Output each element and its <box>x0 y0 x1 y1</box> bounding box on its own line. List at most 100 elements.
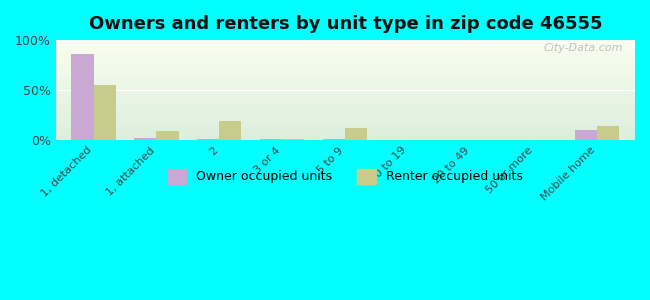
Bar <box>56 0 635 97</box>
Bar <box>56 26 635 126</box>
Bar <box>56 9 635 109</box>
Bar <box>56 8 635 108</box>
Bar <box>56 0 635 49</box>
Bar <box>135 138 157 140</box>
Bar <box>56 28 635 128</box>
Bar <box>56 0 635 80</box>
Bar <box>56 0 635 70</box>
Bar <box>72 54 94 140</box>
Bar <box>56 0 635 81</box>
Bar <box>56 0 635 60</box>
Bar <box>56 0 635 52</box>
Bar <box>56 4 635 104</box>
Bar <box>56 0 635 46</box>
Bar <box>56 0 635 82</box>
Bar <box>56 0 635 74</box>
Bar <box>56 25 635 125</box>
Bar <box>56 0 635 58</box>
Bar <box>56 3 635 103</box>
Bar <box>345 128 367 140</box>
Bar <box>56 0 635 64</box>
Bar <box>56 0 635 57</box>
Bar <box>220 121 242 140</box>
Bar <box>56 38 635 138</box>
Bar <box>56 0 635 88</box>
Bar <box>56 0 635 84</box>
Bar <box>56 0 635 86</box>
Bar <box>56 0 635 68</box>
Bar <box>56 21 635 121</box>
Bar <box>56 0 635 42</box>
Bar <box>56 0 635 41</box>
Bar <box>56 0 635 93</box>
Bar <box>198 139 220 140</box>
Bar <box>56 0 635 65</box>
Bar <box>56 1 635 101</box>
Bar <box>56 7 635 107</box>
Bar <box>56 40 635 140</box>
Bar <box>597 126 619 140</box>
Bar <box>575 130 597 140</box>
Bar <box>56 0 635 72</box>
Bar <box>56 0 635 79</box>
Bar <box>56 6 635 106</box>
Bar <box>157 131 179 140</box>
Bar <box>56 0 635 47</box>
Bar <box>261 139 282 140</box>
Bar <box>56 39 635 139</box>
Text: City-Data.com: City-Data.com <box>544 43 623 53</box>
Bar <box>56 0 635 62</box>
Bar <box>56 34 635 134</box>
Bar <box>56 0 635 83</box>
Bar <box>56 0 635 44</box>
Bar <box>56 0 635 54</box>
Bar <box>56 0 635 96</box>
Bar <box>56 10 635 110</box>
Bar <box>56 31 635 131</box>
Bar <box>56 0 635 73</box>
Bar <box>56 20 635 120</box>
Bar <box>56 35 635 135</box>
Bar <box>56 0 635 66</box>
Bar <box>56 11 635 111</box>
Bar <box>56 0 635 77</box>
Bar <box>56 0 635 56</box>
Bar <box>56 36 635 136</box>
Bar <box>56 15 635 115</box>
Bar <box>56 0 635 55</box>
Bar <box>56 0 635 100</box>
Bar <box>56 0 635 71</box>
Bar <box>56 0 635 43</box>
Bar <box>56 22 635 122</box>
Bar <box>56 0 635 67</box>
Bar <box>56 0 635 92</box>
Bar <box>56 0 635 76</box>
Bar <box>56 0 635 99</box>
Bar <box>56 0 635 85</box>
Bar <box>323 139 345 140</box>
Bar <box>56 0 635 45</box>
Bar <box>56 0 635 78</box>
Bar <box>56 2 635 102</box>
Bar <box>56 24 635 124</box>
Bar <box>56 12 635 112</box>
Bar <box>56 0 635 48</box>
Bar <box>56 23 635 123</box>
Bar <box>56 30 635 130</box>
Bar <box>56 18 635 118</box>
Bar <box>56 0 635 59</box>
Bar <box>56 0 635 98</box>
Legend: Owner occupied units, Renter occupied units: Owner occupied units, Renter occupied un… <box>162 164 528 189</box>
Bar <box>94 85 116 140</box>
Bar <box>56 0 635 50</box>
Bar <box>56 0 635 89</box>
Bar <box>56 19 635 119</box>
Bar <box>56 37 635 137</box>
Bar <box>56 33 635 133</box>
Bar <box>56 0 635 94</box>
Bar <box>56 29 635 129</box>
Bar <box>56 17 635 117</box>
Bar <box>282 139 304 140</box>
Bar <box>56 0 635 63</box>
Bar <box>56 0 635 53</box>
